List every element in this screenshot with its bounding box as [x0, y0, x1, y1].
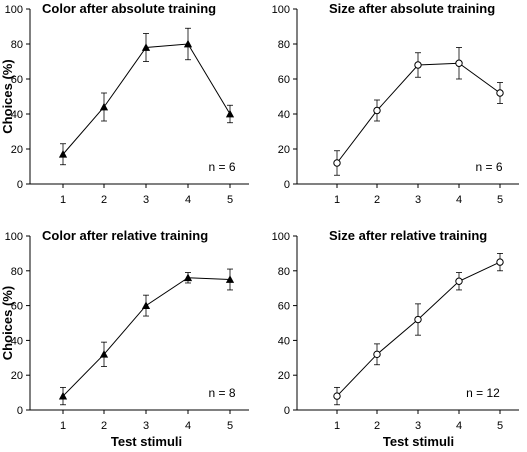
- chart-panel-1: 0 20 40 60 80 100 1 2 3 4 5 Color after absolute tr…: [0, 1, 249, 206]
- chart-title: Size after absolute training: [329, 1, 495, 16]
- y-tick-label: 100: [5, 231, 23, 243]
- x-tick-label: 4: [185, 420, 191, 432]
- y-tick-label: 80: [278, 39, 290, 51]
- series-line: [62, 43, 231, 155]
- x-tick-label: 1: [334, 420, 340, 432]
- chart-panel-3: 0 20 40 60 80 100 1 2 3 4 5 Color after relative tr…: [0, 228, 249, 449]
- y-tick-label: 20: [278, 370, 290, 382]
- x-axis-label: Test stimuli: [111, 434, 182, 449]
- x-tick-label: 2: [101, 420, 107, 432]
- data-point: [58, 391, 68, 400]
- y-tick-label: 60: [11, 301, 23, 313]
- y-tick-label: 0: [17, 179, 23, 191]
- data-point: [414, 61, 422, 69]
- x-tick-label: 5: [497, 194, 503, 206]
- sample-size-label: n = 12: [466, 386, 500, 400]
- y-tick-label: 0: [284, 179, 290, 191]
- data-point: [373, 106, 381, 115]
- sample-size-label: n = 8: [208, 386, 235, 400]
- chart-title: Color after absolute training: [42, 1, 216, 16]
- y-tick-label: 80: [11, 39, 23, 51]
- x-tick-label: 3: [415, 420, 421, 432]
- series-line: [336, 261, 501, 397]
- chart-panel-4: 0 20 40 60 80 100 1 2 3 4 5 Size after relative tra…: [272, 228, 519, 449]
- data-point: [99, 102, 109, 111]
- data-point: [455, 59, 463, 67]
- data-point: [373, 350, 381, 359]
- sample-size-label: n = 6: [475, 160, 502, 174]
- y-tick-label: 60: [278, 301, 290, 313]
- x-tick-label: 5: [227, 194, 233, 206]
- y-tick-label: 0: [17, 405, 23, 417]
- y-tick-label: 100: [272, 4, 290, 16]
- x-tick-label: 2: [374, 420, 380, 432]
- x-tick-label: 1: [60, 420, 66, 432]
- x-tick-label: 1: [334, 194, 340, 206]
- x-tick-label: 4: [185, 194, 191, 206]
- y-tick-label: 40: [278, 335, 290, 347]
- chart-panel-2: 0 20 40 60 80 100 1 2 3 4 5 Size after absolute tra…: [272, 1, 519, 206]
- data-point: [99, 350, 109, 358]
- chart-title: Color after relative training: [42, 228, 208, 243]
- data-point: [141, 301, 151, 309]
- chart-title: Size after relative training: [329, 228, 487, 243]
- x-tick-label: 3: [143, 194, 149, 206]
- y-tick-label: 100: [5, 4, 23, 16]
- y-axis-label: Choices (%): [0, 286, 15, 360]
- y-tick-label: 20: [278, 144, 290, 156]
- data-point: [225, 275, 235, 283]
- y-tick-label: 60: [278, 74, 290, 86]
- x-tick-label: 5: [227, 420, 233, 432]
- x-tick-label: 2: [101, 194, 107, 206]
- x-tick-label: 4: [456, 194, 462, 206]
- data-point: [496, 89, 504, 97]
- data-point: [455, 277, 463, 285]
- y-tick-label: 20: [11, 370, 23, 382]
- y-tick-label: 20: [11, 144, 23, 156]
- y-tick-label: 80: [278, 266, 290, 278]
- x-tick-label: 3: [415, 194, 421, 206]
- y-tick-label: 0: [284, 405, 290, 417]
- x-tick-label: 4: [456, 420, 462, 432]
- data-point: [141, 43, 151, 51]
- data-point: [496, 258, 504, 266]
- data-point: [333, 392, 341, 400]
- y-tick-label: 40: [278, 109, 290, 121]
- data-point: [414, 315, 422, 324]
- y-tick-label: 40: [11, 335, 23, 347]
- x-tick-label: 2: [374, 194, 380, 206]
- series-line: [336, 62, 501, 164]
- data-point: [225, 109, 235, 118]
- data-point: [333, 159, 341, 167]
- y-tick-label: 80: [11, 266, 23, 278]
- data-point: [58, 150, 68, 158]
- x-tick-label: 5: [497, 420, 503, 432]
- data-point: [183, 39, 193, 48]
- x-axis-label: Test stimuli: [383, 434, 454, 449]
- x-tick-label: 3: [143, 420, 149, 432]
- y-tick-label: 40: [11, 109, 23, 121]
- y-axis-label: Choices (%): [0, 59, 15, 133]
- y-tick-label: 60: [11, 74, 23, 86]
- data-point: [183, 273, 193, 282]
- x-tick-label: 1: [60, 194, 66, 206]
- sample-size-label: n = 6: [208, 160, 235, 174]
- y-tick-label: 100: [272, 231, 290, 243]
